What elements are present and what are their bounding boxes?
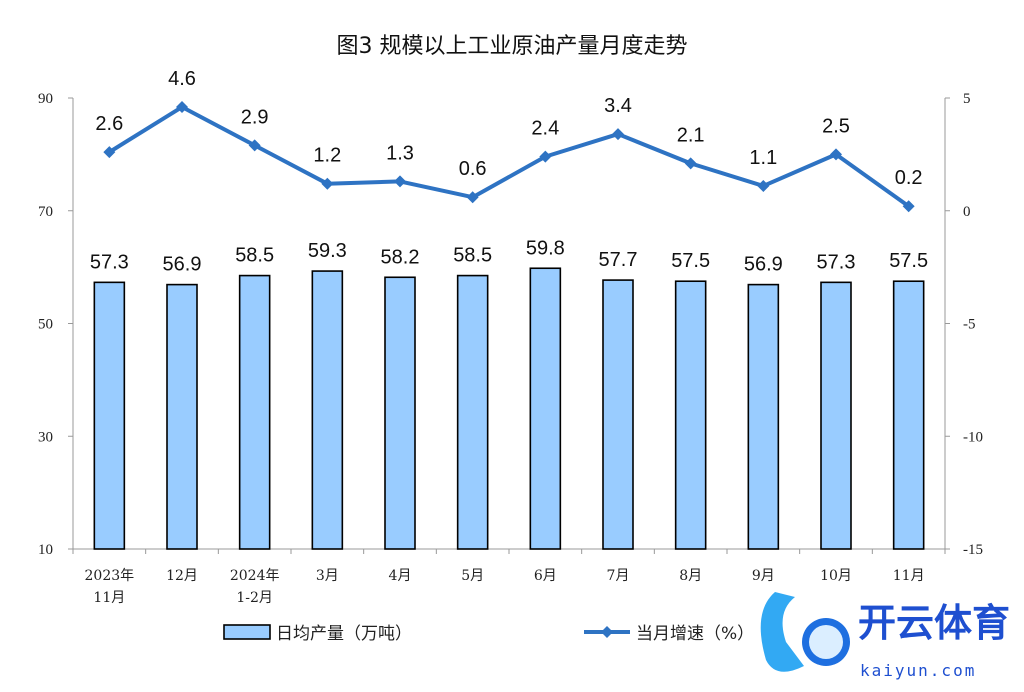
x-tick-label: 11月 <box>93 590 125 606</box>
right-tick-label: 0 <box>963 204 971 220</box>
chart-title: 图3 规模以上工业原油产量月度走势 <box>336 34 688 59</box>
line-data-label: 2.5 <box>822 115 850 137</box>
legend-line-marker <box>601 626 613 638</box>
growth-line <box>108 105 910 208</box>
bar-data-label: 57.5 <box>889 250 928 272</box>
bar-data-label: 57.7 <box>599 249 638 271</box>
left-tick-label: 50 <box>38 317 53 333</box>
line-point <box>539 150 552 163</box>
logo-brand-text: 开云体育 <box>858 601 1010 645</box>
bar <box>311 270 344 550</box>
bar <box>674 280 707 550</box>
line-point <box>103 146 116 159</box>
line-data-label: 1.1 <box>749 147 777 169</box>
bar <box>166 283 198 550</box>
x-tick-label: 1-2月 <box>236 590 273 606</box>
line-data-label: 1.3 <box>386 142 414 164</box>
bar-data-label: 57.5 <box>671 250 710 272</box>
bar <box>747 283 780 550</box>
left-tick-label: 90 <box>38 91 53 107</box>
line-point <box>176 101 188 114</box>
line-point <box>466 191 479 204</box>
right-tick-label: 5 <box>963 91 971 107</box>
x-tick-label: 8月 <box>679 568 702 584</box>
bar <box>602 279 634 550</box>
bar <box>529 267 562 550</box>
line-point <box>248 139 261 152</box>
x-tick-label: 10月 <box>820 568 852 584</box>
bar <box>384 276 416 550</box>
line-data-label: 2.9 <box>241 106 269 128</box>
bar-data-label: 56.9 <box>744 254 783 276</box>
bar <box>892 280 925 550</box>
bar-data-label: 58.5 <box>235 245 274 267</box>
line-data-label: 4.6 <box>168 68 196 90</box>
x-tick-label: 11月 <box>893 568 925 584</box>
left-tick-label: 10 <box>38 542 53 558</box>
bar-data-label: 57.3 <box>817 251 856 273</box>
x-tick-label: 12月 <box>166 568 198 584</box>
bar <box>93 281 126 550</box>
bar <box>820 281 852 550</box>
right-tick-label: -15 <box>963 542 983 558</box>
bar-data-label: 59.8 <box>526 237 565 259</box>
x-tick-label: 2023年 <box>85 568 135 584</box>
x-tick-label: 2024年 <box>230 568 280 584</box>
x-tick-label: 9月 <box>752 568 775 584</box>
bar <box>456 274 489 550</box>
line-point <box>757 179 770 192</box>
x-tick-label: 5月 <box>461 568 484 584</box>
line-data-label: 3.4 <box>604 95 632 117</box>
logo-domain-text: kaiyun.com <box>860 661 976 680</box>
right-tick-label: -10 <box>963 429 983 445</box>
right-tick-label: -5 <box>963 317 976 333</box>
line-data-label: 2.6 <box>95 113 123 135</box>
bar-data-label: 58.5 <box>453 245 492 267</box>
left-tick-label: 70 <box>38 204 53 220</box>
x-tick-label: 6月 <box>534 568 557 584</box>
line-data-label: 1.2 <box>313 145 341 167</box>
left-tick-label: 30 <box>38 429 53 445</box>
bar <box>238 274 271 550</box>
legend-bar-swatch <box>223 624 271 640</box>
bar-data-label: 57.3 <box>90 251 129 273</box>
line-point <box>684 157 697 170</box>
line-data-label: 2.4 <box>531 118 559 140</box>
line-point <box>394 175 406 188</box>
line-point <box>321 177 334 190</box>
bar-data-label: 58.2 <box>381 246 420 268</box>
line-data-label: 0.6 <box>459 158 487 180</box>
x-tick-label: 3月 <box>316 568 339 584</box>
logo-k-shape <box>760 592 804 672</box>
line-point <box>612 128 624 141</box>
legend-line-label: 当月增速（%） <box>636 624 754 644</box>
line-point <box>830 148 842 161</box>
logo-ball-inner <box>809 625 843 659</box>
line-data-label: 0.2 <box>895 167 923 189</box>
bar-data-label: 56.9 <box>163 254 202 276</box>
line-point <box>902 200 915 213</box>
legend-bar-label: 日均产量（万吨） <box>276 624 412 644</box>
line-data-label: 2.1 <box>677 124 705 146</box>
bar-data-label: 59.3 <box>308 240 347 262</box>
x-tick-label: 4月 <box>389 568 412 584</box>
x-tick-label: 7月 <box>607 568 630 584</box>
